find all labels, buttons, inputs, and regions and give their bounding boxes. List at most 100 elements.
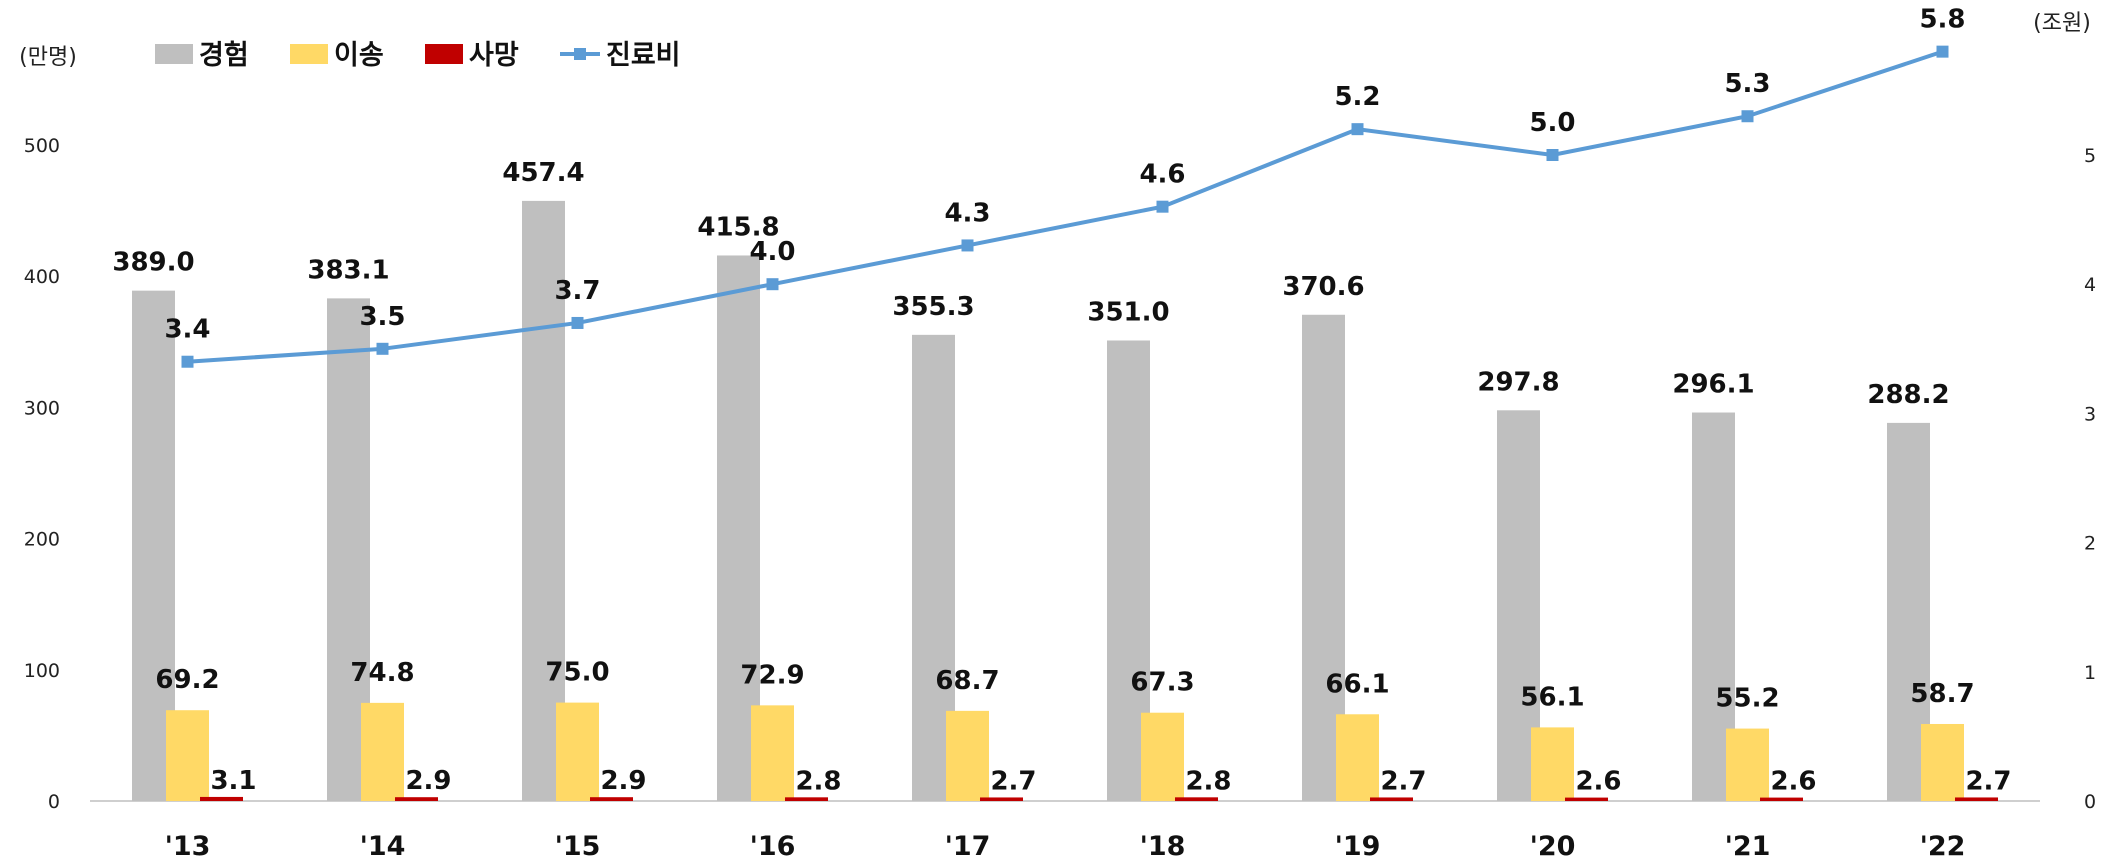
bar-transport [1726, 728, 1769, 801]
right-axis-tick-label: 4 [2084, 274, 2096, 296]
bar-data-label: 67.3 [1130, 668, 1194, 698]
bar-death [785, 797, 828, 801]
right-axis-tick-label: 1 [2084, 662, 2096, 684]
bar-transport [361, 702, 404, 801]
x-axis-tick-label: '18 [1140, 831, 1186, 862]
bar-data-label: 297.8 [1477, 367, 1559, 397]
line-point [766, 278, 779, 291]
line-point [376, 342, 389, 355]
right-axis-tick-label: 3 [2084, 403, 2096, 425]
bar-death [1760, 797, 1803, 801]
line-point [1546, 149, 1559, 161]
line-data-label: 5.3 [1724, 69, 1770, 99]
right-axis-tick-label: 2 [2084, 533, 2096, 555]
x-axis-tick-label: '14 [360, 831, 406, 862]
bar-data-label: 56.1 [1520, 682, 1584, 712]
bar-death [1565, 797, 1608, 801]
legend-swatch [155, 44, 193, 64]
bar-data-label: 2.8 [1185, 766, 1231, 796]
left-axis-tick-label: 0 [48, 791, 60, 813]
bar-transport [1531, 727, 1574, 801]
bar-data-label: 68.7 [935, 666, 999, 696]
x-axis-tick-label: '19 [1335, 831, 1381, 862]
line-point [1936, 45, 1949, 58]
legend-label: 사망 [469, 40, 519, 71]
bars-layer [132, 200, 1998, 801]
bar-data-label: 2.8 [795, 766, 841, 796]
left-axis-tick-label: 300 [24, 397, 60, 419]
legend-label: 이송 [334, 40, 384, 71]
bar-transport [946, 710, 989, 801]
left-axis-tick-label: 200 [24, 529, 60, 551]
x-axis-tick-label: '20 [1530, 831, 1576, 862]
line-point [571, 316, 584, 329]
legend-label: 진료비 [606, 40, 681, 71]
bar-transport [751, 705, 794, 801]
bar-data-label: 58.7 [1910, 679, 1974, 709]
right-axis-tick-label: 0 [2084, 791, 2096, 813]
bar-death [590, 797, 633, 801]
bar-death [980, 797, 1023, 801]
bar-experience [522, 200, 565, 801]
legend: 경험 이송 사망 진료비 [155, 40, 681, 71]
bar-data-label: 3.1 [210, 766, 256, 796]
bar-data-label: 296.1 [1672, 370, 1754, 400]
left-axis-tick-label: 100 [24, 660, 60, 682]
bar-data-label: 2.9 [405, 766, 451, 796]
line-point [1351, 123, 1364, 136]
line-data-label: 5.8 [1919, 5, 1965, 35]
left-axis-tick-label: 500 [24, 135, 60, 157]
right-axis-tick-label: 5 [2084, 145, 2096, 167]
bar-data-label: 2.9 [600, 766, 646, 796]
legend-item: 사망 [425, 40, 519, 71]
line-point [1741, 110, 1754, 123]
bar-data-label: 288.2 [1867, 380, 1949, 410]
legend-item: 진료비 [560, 40, 681, 71]
bar-data-label: 75.0 [545, 658, 609, 688]
bar-data-label: 2.7 [990, 766, 1036, 796]
line-data-label: 4.0 [749, 237, 795, 267]
line-data-label: 5.2 [1334, 82, 1380, 112]
legend-item: 경험 [155, 40, 249, 71]
bar-transport [1921, 723, 1964, 801]
line-point [1156, 200, 1169, 213]
bar-death [200, 796, 243, 801]
x-axis-tick-label: '17 [945, 831, 991, 862]
bar-data-label: 55.2 [1715, 684, 1779, 714]
left-axis-unit-label: (만명) [19, 45, 77, 70]
bar-transport [166, 710, 209, 801]
x-axis-tick-label: '21 [1725, 831, 1771, 862]
bar-data-label: 2.6 [1575, 767, 1621, 797]
bar-death [1370, 797, 1413, 801]
bar-data-label: 2.7 [1965, 766, 2011, 796]
x-axis-tick-label: '15 [555, 831, 601, 862]
bar-transport [556, 702, 599, 801]
right-axis-unit-label: (조원) [2033, 11, 2091, 36]
bar-data-label: 2.7 [1380, 766, 1426, 796]
data-labels-layer: 389.0 69.2 3.1 383.1 74.8 2.9 457.4 75.0 2.9 415.… [112, 5, 2011, 797]
x-axis-tick-label: '22 [1920, 831, 1966, 862]
bar-data-label: 72.9 [740, 660, 804, 690]
legend-item: 이송 [290, 40, 384, 71]
bar-death [1175, 797, 1218, 801]
bar-data-label: 74.8 [350, 658, 414, 688]
line-point [961, 239, 974, 252]
bar-data-label: 415.8 [697, 212, 779, 242]
bar-death [1955, 797, 1998, 801]
bar-data-label: 2.6 [1770, 767, 1816, 797]
bar-data-label: 66.1 [1325, 669, 1389, 699]
line-data-label: 3.7 [554, 276, 600, 306]
line-medical-cost [187, 49, 1944, 364]
bar-data-label: 370.6 [1282, 272, 1364, 302]
legend-swatch [425, 44, 463, 64]
line-data-label: 4.6 [1139, 160, 1185, 190]
legend-swatch [290, 44, 328, 64]
x-axis-tick-label: '16 [750, 831, 796, 862]
line-point [181, 355, 194, 368]
bar-data-label: 383.1 [307, 255, 389, 285]
axes-layer: 0 100 200 300 400 500 0 1 2 3 4 5 (만명) (조원) '13 '14 '15 '… [19, 11, 2096, 862]
line-data-label: 3.4 [164, 315, 210, 345]
bar-data-label: 389.0 [112, 248, 194, 278]
left-axis-tick-label: 400 [24, 266, 60, 288]
